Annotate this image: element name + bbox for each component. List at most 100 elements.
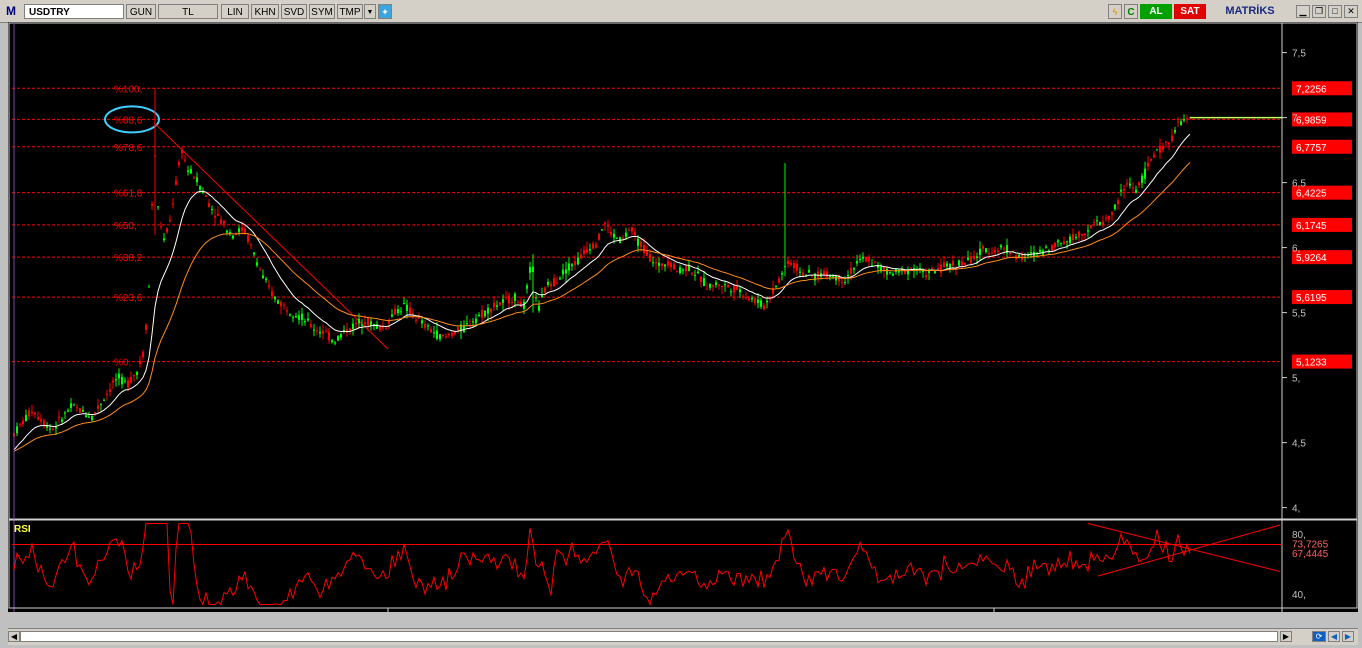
candle-body	[130, 377, 132, 383]
candle-body	[289, 314, 291, 316]
sell-button[interactable]: SAT	[1174, 4, 1206, 19]
candle-body	[850, 268, 852, 274]
candle-body	[64, 412, 66, 414]
candle-body	[604, 222, 606, 224]
candle-body	[1051, 244, 1053, 251]
maximize-icon[interactable]: □	[1328, 5, 1342, 18]
chart-canvas[interactable]: %100, 7,2256 %88,6 6,9859 %78,6 6,7757 %61,8 6,…	[8, 22, 1358, 612]
candle-body	[328, 331, 330, 341]
candle-body	[640, 241, 642, 248]
currency-button[interactable]: TL	[158, 4, 218, 19]
symbol-input[interactable]: USDTRY	[24, 4, 124, 19]
candle-body	[145, 324, 147, 330]
candle-body	[349, 328, 351, 332]
scroll-left-icon[interactable]: ◀	[8, 631, 20, 642]
candle-body	[724, 284, 726, 286]
candle-body	[682, 269, 684, 271]
candle-body	[892, 273, 894, 276]
candle-body	[400, 311, 402, 313]
candle-body	[244, 228, 246, 233]
candle-body	[721, 285, 723, 288]
candle-body	[952, 261, 954, 266]
candle-body	[658, 262, 660, 266]
candle-body	[406, 304, 408, 311]
candle-body	[595, 244, 597, 248]
fib-label-7: %0,	[114, 358, 131, 369]
fib-price-label-5: 5,9264	[1296, 253, 1327, 264]
minimize-icon[interactable]: ▁	[1296, 5, 1310, 18]
buy-button[interactable]: AL	[1140, 4, 1172, 19]
candle-body	[1087, 229, 1089, 232]
candle-body	[316, 330, 318, 332]
candle-body	[394, 308, 396, 315]
candle-body	[964, 262, 966, 265]
candle-body	[73, 404, 75, 406]
candle-body	[409, 307, 411, 315]
candle-body	[559, 277, 561, 280]
candle-body	[109, 389, 111, 392]
chart-area[interactable]: %100, 7,2256 %88,6 6,9859 %78,6 6,7757 %61,8 6,…	[8, 22, 1358, 612]
save-chart-button[interactable]: KHN	[251, 4, 279, 19]
ma-fast-line	[13, 133, 1191, 451]
moving-averages	[13, 116, 1282, 452]
candle-body	[583, 249, 585, 254]
candle-body	[1174, 130, 1176, 133]
fib-price-box-2	[1292, 139, 1352, 154]
candle-body	[1162, 146, 1164, 150]
scroll-right-icon[interactable]: ▶	[1280, 631, 1292, 642]
candle-body	[751, 298, 753, 300]
candle-body	[1078, 231, 1080, 238]
rsi-title: RSI	[14, 524, 31, 535]
sync-icon[interactable]: ⟳	[1312, 631, 1326, 642]
twitter-icon[interactable]: ✦	[378, 4, 392, 19]
fib-label-2: %78,6	[114, 143, 143, 154]
candle-body	[433, 332, 435, 334]
candle-body	[364, 322, 366, 325]
candle-body	[79, 408, 81, 413]
candle-body	[88, 416, 90, 418]
candle-body	[727, 285, 729, 288]
lightning-icon[interactable]: ϟ	[1108, 4, 1122, 19]
candle-body	[472, 321, 474, 323]
candle-body	[781, 273, 783, 275]
candle-body	[607, 225, 609, 227]
candle-body	[562, 269, 564, 275]
candle-body	[817, 271, 819, 279]
candle-body	[481, 309, 483, 318]
symbol-button[interactable]: SYM	[309, 4, 335, 19]
period-button[interactable]: GUN	[126, 4, 156, 19]
candle-body	[859, 258, 861, 261]
candle-body	[982, 246, 984, 249]
candle-body	[115, 379, 117, 381]
scroll-track[interactable]	[20, 631, 1278, 642]
candle-body	[106, 393, 108, 395]
candle-body	[442, 334, 444, 337]
close-icon[interactable]: ✕	[1344, 5, 1358, 18]
linear-button[interactable]: LIN	[221, 4, 249, 19]
fib-price-box-6	[1292, 290, 1352, 305]
nav-next-icon[interactable]: ▶	[1342, 631, 1354, 642]
candle-body	[871, 265, 873, 267]
candle-body	[1126, 183, 1128, 185]
candle-body	[1060, 242, 1062, 244]
rsi-lower-trendline	[1097, 524, 1281, 577]
refresh-icon[interactable]: C	[1124, 4, 1138, 19]
nav-prev-icon[interactable]: ◀	[1328, 631, 1340, 642]
candle-body	[754, 298, 756, 304]
candle-body	[418, 317, 420, 319]
candle-body	[853, 267, 855, 270]
candle-body	[343, 329, 345, 332]
candle-body	[565, 269, 567, 274]
price-candles	[13, 88, 1191, 440]
restore-icon[interactable]: ❐	[1312, 5, 1326, 18]
candle-body	[274, 296, 276, 300]
candle-body	[199, 186, 201, 190]
candle-body	[355, 323, 357, 325]
candle-body	[775, 285, 777, 287]
candle-body	[667, 261, 669, 266]
template-button[interactable]: TMP	[337, 4, 363, 19]
candle-body	[226, 230, 228, 233]
template-dropdown-icon[interactable]: ▼	[364, 4, 376, 19]
svd-button[interactable]: SVD	[281, 4, 307, 19]
